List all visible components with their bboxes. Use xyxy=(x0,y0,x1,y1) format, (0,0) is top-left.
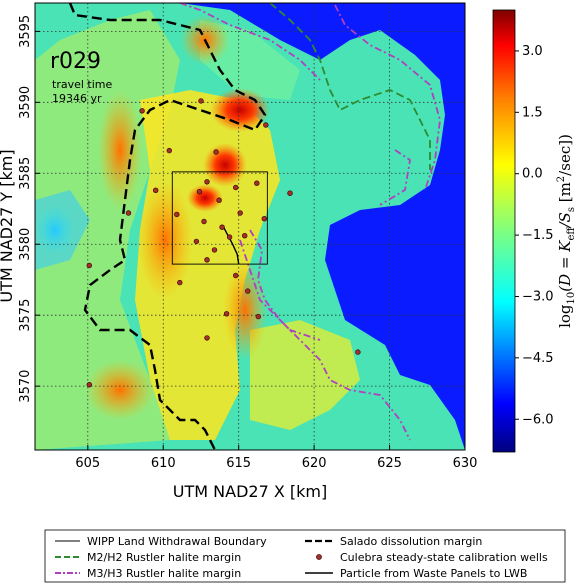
calibration-well xyxy=(198,98,204,104)
hotspot-southwest xyxy=(85,360,155,420)
colorbar-label: log10(D = Keff/Ss [m2/sec]) xyxy=(556,134,577,328)
calibration-well xyxy=(226,234,233,240)
colorbar-tick-label: −4.5 xyxy=(522,351,554,366)
calibration-well xyxy=(254,180,260,186)
legend-label-particle: Particle from Waste Panels to LWB xyxy=(340,567,527,580)
hotspot-central xyxy=(203,143,247,187)
colorbar-tick-label: −3.0 xyxy=(522,289,554,304)
legend-label-m3h3: M3/H3 Rustler halite margin xyxy=(87,567,241,580)
colorbar-tick-label: 3.0 xyxy=(522,44,543,59)
calibration-well xyxy=(216,197,222,203)
yellow-region-south xyxy=(250,320,360,430)
colorbar-tick-label: −1.5 xyxy=(522,228,554,243)
particle-path xyxy=(222,226,240,265)
plot-frame xyxy=(34,2,466,451)
colorbar-tick-label: 1.5 xyxy=(522,105,543,120)
colorbar xyxy=(492,9,516,453)
yellow-region-core xyxy=(135,90,280,440)
y-tick-label: 3595 xyxy=(18,15,33,48)
calibration-well xyxy=(174,211,180,218)
y-tick-label: 3580 xyxy=(18,228,33,261)
calibration-well xyxy=(204,179,210,185)
calibration-well xyxy=(196,189,203,195)
calibration-well xyxy=(213,149,219,155)
hotspot-west-ridge xyxy=(98,90,142,210)
legend: WIPP Land Withdrawal Boundary Salado dis… xyxy=(44,529,566,583)
calibration-well xyxy=(211,247,218,253)
y-axis-ticks: 3570 3575 3580 3585 3590 3595 xyxy=(18,15,40,403)
hotspot-south xyxy=(223,260,267,360)
grid-lines xyxy=(35,3,465,450)
legend-label-m2h2: M2/H2 Rustler halite margin xyxy=(87,551,241,564)
colorbar-tick-label: 0.0 xyxy=(522,167,543,182)
calibration-well xyxy=(177,279,183,286)
calibration-well xyxy=(86,262,93,269)
m3h3-halite-margin xyxy=(179,3,441,441)
calibration-well xyxy=(193,238,200,245)
calibration-well xyxy=(166,147,173,154)
calibration-well xyxy=(204,257,210,263)
calibration-well xyxy=(237,210,243,216)
x-axis-label: UTM NAD27 X [km] xyxy=(173,482,327,501)
wipp-land-withdrawal-boundary xyxy=(171,171,268,265)
calibration-well xyxy=(233,184,239,191)
hotspot-waste xyxy=(187,184,223,212)
travel-time-value: 19346 yr xyxy=(52,92,102,105)
x-tick-label: 620 xyxy=(302,456,327,471)
calibration-well xyxy=(355,349,361,355)
y-tick-label: 3575 xyxy=(18,299,33,332)
legend-swatch-wells xyxy=(316,554,322,560)
salado-dissolution-margin xyxy=(68,3,267,450)
calibration-well xyxy=(125,210,132,216)
calibration-well xyxy=(153,187,159,194)
y-tick-label: 3570 xyxy=(18,370,33,403)
calibration-well xyxy=(223,311,230,317)
y-axis-label: UTM NAD27 Y [km] xyxy=(0,149,16,302)
calibration-well xyxy=(255,313,261,320)
x-tick-label: 610 xyxy=(151,456,176,471)
calibration-well xyxy=(219,224,225,230)
calibration-well xyxy=(242,233,248,239)
travel-time-label: travel time xyxy=(52,78,112,91)
calibration-wells xyxy=(86,98,361,388)
x-tick-label: 605 xyxy=(75,456,100,471)
calibration-well xyxy=(139,108,145,114)
calibration-well xyxy=(261,216,267,222)
low-spot-west xyxy=(35,205,75,255)
calibration-well xyxy=(287,190,293,196)
colorbar-ticks: 3.0 1.5 0.0 −1.5 −3.0 −4.5 −6.0 xyxy=(515,44,554,427)
calibration-well xyxy=(86,382,93,388)
permeability-map xyxy=(35,3,465,450)
y-tick-label: 3590 xyxy=(18,86,33,119)
calibration-well xyxy=(263,122,269,128)
x-tick-label: 630 xyxy=(453,456,478,471)
m2h2-halite-margin xyxy=(269,3,431,170)
colorbar-tick-label: −6.0 xyxy=(522,412,554,427)
calibration-well xyxy=(204,335,210,341)
calibration-well xyxy=(233,272,239,279)
calibration-well xyxy=(201,218,207,225)
calibration-well xyxy=(245,288,251,294)
x-axis-ticks: 605 610 615 620 625 630 xyxy=(75,445,477,471)
legend-label-wells: Culebra steady-state calibration wells xyxy=(340,551,548,564)
legend-label-salado: Salado dissolution margin xyxy=(340,535,482,548)
legend-label-lwb: WIPP Land Withdrawal Boundary xyxy=(87,535,267,548)
y-tick-label: 3585 xyxy=(18,157,33,190)
x-tick-label: 625 xyxy=(377,456,402,471)
x-tick-label: 615 xyxy=(226,456,251,471)
hotspot-sw xyxy=(137,180,193,300)
run-id: r029 xyxy=(50,49,101,74)
